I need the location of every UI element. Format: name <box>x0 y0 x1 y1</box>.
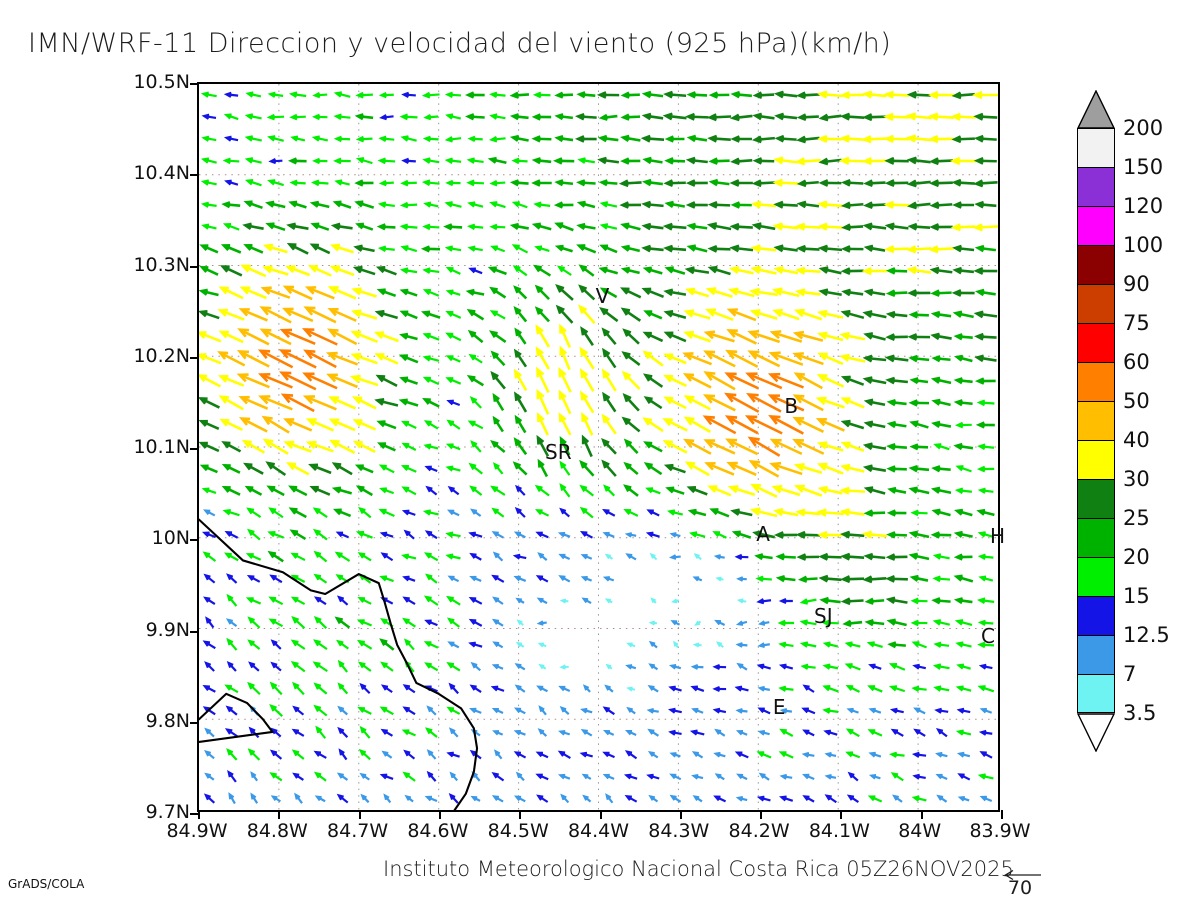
x-tick-label: 84.6W <box>407 820 469 842</box>
reference-vector-value: 70 <box>1007 877 1033 899</box>
y-tick <box>190 813 199 815</box>
x-tick-label: 83.9W <box>969 820 1031 842</box>
page-title: IMN/WRF-11 Direccion y velocidad del vie… <box>28 28 892 59</box>
x-tick-label: 84.4W <box>567 820 630 842</box>
y-tick-label: 10.1N <box>133 436 190 458</box>
colorbar <box>1077 128 1115 713</box>
colorbar-cell <box>1077 401 1115 440</box>
colorbar-tick-label: 50 <box>1123 389 1150 413</box>
x-tick-label: 84.8W <box>246 820 308 842</box>
city-label-sr: SR <box>545 439 572 464</box>
colorbar-tick-label: 3.5 <box>1123 701 1157 725</box>
colorbar-tick-label: 120 <box>1123 194 1164 218</box>
y-tick-label: 10.2N <box>133 344 190 367</box>
colorbar-over-arrow <box>1076 89 1116 129</box>
y-tick <box>190 539 199 542</box>
y-tick <box>190 356 199 359</box>
colorbar-cell <box>1077 284 1115 323</box>
x-tick <box>760 810 763 819</box>
city-label-v: V <box>595 284 610 309</box>
x-tick-label: 84.3W <box>648 820 710 842</box>
colorbar-tick-label: 200 <box>1123 116 1164 140</box>
y-tick <box>190 83 199 85</box>
colorbar-cell <box>1077 206 1115 245</box>
colorbar-tick-label: 7 <box>1123 662 1137 686</box>
vector-field-canvas <box>199 84 998 810</box>
city-label-e: E <box>772 695 786 720</box>
colorbar-cell <box>1077 596 1115 635</box>
y-tick-label: 10.3N <box>133 253 190 276</box>
colorbar-cell <box>1077 245 1115 284</box>
x-tick <box>920 810 923 819</box>
x-tick <box>1001 810 1003 819</box>
x-tick <box>599 810 602 819</box>
city-label-h: H <box>990 523 1006 548</box>
x-tick <box>438 810 441 819</box>
colorbar-cell <box>1077 440 1115 479</box>
y-tick-label: 10.5N <box>133 71 190 93</box>
y-tick-label: 9.9N <box>145 618 190 641</box>
x-tick <box>198 810 200 819</box>
city-label-a: A <box>756 521 770 546</box>
x-tick-label: 84.7W <box>327 820 389 842</box>
y-tick <box>190 721 199 724</box>
colorbar-cell <box>1077 557 1115 596</box>
colorbar-cell <box>1077 167 1115 206</box>
colorbar-tick-label: 75 <box>1123 311 1150 335</box>
colorbar-cell <box>1077 323 1115 362</box>
colorbar-cell <box>1077 128 1115 167</box>
colorbar-tick-label: 60 <box>1123 350 1150 374</box>
colorbar-tick-label: 100 <box>1123 233 1164 257</box>
colorbar-tick-label: 30 <box>1123 467 1150 491</box>
x-tick <box>519 810 522 819</box>
city-label-c: C <box>980 623 995 648</box>
colorbar-tick-label: 15 <box>1123 584 1150 608</box>
colorbar-cell <box>1077 362 1115 401</box>
colorbar-under-arrow <box>1076 713 1116 753</box>
y-tick-label: 9.7N <box>145 801 190 823</box>
y-tick-label: 9.8N <box>145 709 190 732</box>
colorbar-tick-label: 150 <box>1123 155 1164 179</box>
x-tick-label: 84.9W <box>166 820 228 842</box>
x-tick-label: 84W <box>898 820 942 842</box>
colorbar-cell <box>1077 518 1115 557</box>
y-tick <box>190 265 199 268</box>
colorbar-tick-label: 90 <box>1123 272 1150 296</box>
colorbar-tick-label: 40 <box>1123 428 1150 452</box>
grads-credit: GrADS/COLA <box>8 877 85 891</box>
y-tick <box>190 448 199 450</box>
x-tick <box>840 810 843 819</box>
x-tick-label: 84.1W <box>808 820 870 842</box>
y-tick-label: 10.4N <box>133 162 190 185</box>
wind-vector-plot <box>190 82 1003 819</box>
reference-vector-arrow <box>1000 868 1042 887</box>
footer-credit: Instituto Meteorologico Nacional Costa R… <box>383 857 1014 881</box>
colorbar-cell <box>1077 635 1115 674</box>
x-tick <box>278 810 281 819</box>
x-tick-label: 84.5W <box>487 820 549 842</box>
colorbar-cell <box>1077 674 1115 713</box>
x-tick <box>358 810 361 819</box>
city-label-sj: SJ <box>814 603 833 628</box>
y-tick <box>190 174 199 177</box>
colorbar-tick-label: 25 <box>1123 506 1150 530</box>
x-tick <box>679 810 682 819</box>
y-tick-label: 10N <box>151 527 190 550</box>
y-tick <box>190 630 199 633</box>
colorbar-cell <box>1077 479 1115 518</box>
colorbar-tick-label: 20 <box>1123 545 1150 569</box>
colorbar-tick-label: 12.5 <box>1123 623 1170 647</box>
city-label-b: B <box>784 393 799 418</box>
x-tick-label: 84.2W <box>728 820 790 842</box>
